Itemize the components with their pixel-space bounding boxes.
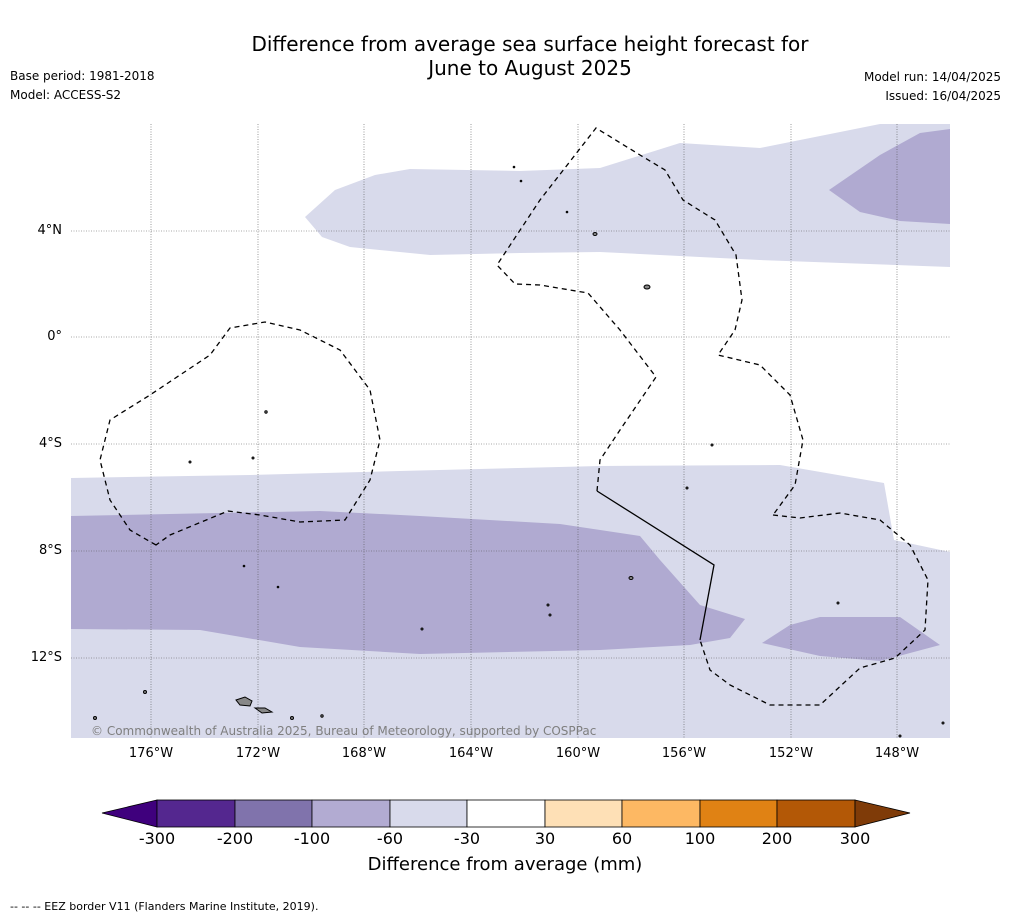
eez-border-solid-segment: [596, 490, 715, 641]
lat-label: 0°: [47, 329, 62, 344]
island-small: [320, 714, 324, 718]
island-small: [710, 443, 714, 447]
lon-label: 172°W: [235, 746, 281, 761]
island-small: [143, 690, 147, 694]
island-small: [565, 210, 569, 214]
lat-label: 4°N: [37, 223, 63, 238]
anomaly-region-north-mid: [829, 129, 950, 224]
colorbar-swatch: [311, 799, 391, 828]
colorbar-swatch: [699, 799, 778, 828]
lon-label: 152°W: [768, 746, 814, 761]
lon-label: 160°W: [555, 746, 601, 761]
lat-label: 12°S: [30, 650, 62, 665]
graticule: [71, 124, 950, 738]
copyright-notice: © Commonwealth of Australia 2025, Bureau…: [91, 724, 597, 738]
island-small: [941, 721, 945, 725]
lon-label: 176°W: [128, 746, 174, 761]
model-run: Model run: 14/04/2025: [863, 70, 1001, 84]
islands: [93, 165, 945, 738]
colorbar-tick: -100: [293, 829, 331, 848]
issued-date: Issued: 16/04/2025: [885, 89, 1001, 103]
colorbar-tick: 200: [761, 829, 793, 848]
lon-label: 156°W: [661, 746, 707, 761]
colorbar-swatch: [466, 799, 546, 828]
eez-borders: [99, 127, 929, 706]
map-title-line2: June to August 2025: [428, 56, 632, 80]
island-small: [546, 603, 550, 607]
island-small: [276, 585, 280, 589]
island-small: [592, 232, 598, 236]
eez-border-french-polynesia: [699, 512, 929, 706]
island-small: [685, 486, 689, 490]
island-small: [251, 456, 255, 460]
island-small: [93, 716, 97, 720]
island-small: [548, 613, 552, 617]
colorbar-swatch: [389, 799, 468, 828]
colorbar-tick: 30: [534, 829, 556, 848]
eez-source-note: -- -- -- EEZ border V11 (Flanders Marine…: [10, 900, 319, 913]
base-period: Base period: 1981-2018: [10, 69, 155, 83]
colorbar-swatch: [234, 799, 313, 828]
colorbar-tick: -30: [453, 829, 481, 848]
island-small: [519, 179, 523, 183]
colorbar-tick: -200: [216, 829, 254, 848]
colorbar-tick: -300: [138, 829, 176, 848]
colorbar-extend-low: [101, 799, 158, 828]
anomaly-region-south-mid: [71, 511, 745, 654]
colorbar-label: Difference from average (mm): [367, 854, 643, 875]
colorbar-tick: 300: [839, 829, 871, 848]
island-small: [290, 716, 294, 720]
lon-label: 148°W: [874, 746, 920, 761]
lat-label: 4°S: [38, 436, 62, 451]
lon-label: 168°W: [341, 746, 387, 761]
anomaly-region-southeast-mid: [762, 617, 940, 661]
colorbar-tick: -60: [376, 829, 404, 848]
colorbar-extend-high: [854, 799, 911, 828]
colorbar: [101, 799, 911, 828]
eez-border-kiribati-line: [496, 127, 804, 516]
island-samoa-west: [235, 696, 253, 707]
lat-label: 8°S: [38, 543, 62, 558]
colorbar-swatch: [621, 799, 701, 828]
island-small: [898, 734, 902, 738]
island-small: [512, 165, 516, 169]
island-small: [628, 576, 634, 580]
island-small: [836, 601, 840, 605]
anomaly-field: [71, 124, 950, 738]
colorbar-swatch: [156, 799, 236, 828]
island-small: [188, 460, 192, 464]
colorbar-tick: 100: [684, 829, 716, 848]
model-name: Model: ACCESS-S2: [10, 88, 122, 102]
island-small: [242, 564, 246, 568]
map-title-line1: Difference from average sea surface heig…: [251, 32, 809, 56]
island-small: [264, 410, 268, 414]
colorbar-swatch: [544, 799, 623, 828]
lon-label: 164°W: [448, 746, 494, 761]
colorbar-tick: 60: [611, 829, 633, 848]
island-small: [643, 284, 651, 290]
colorbar-swatch: [776, 799, 856, 828]
island-small: [420, 627, 424, 631]
eez-border-tokelau: [99, 321, 381, 546]
island-samoa-east: [253, 707, 274, 714]
